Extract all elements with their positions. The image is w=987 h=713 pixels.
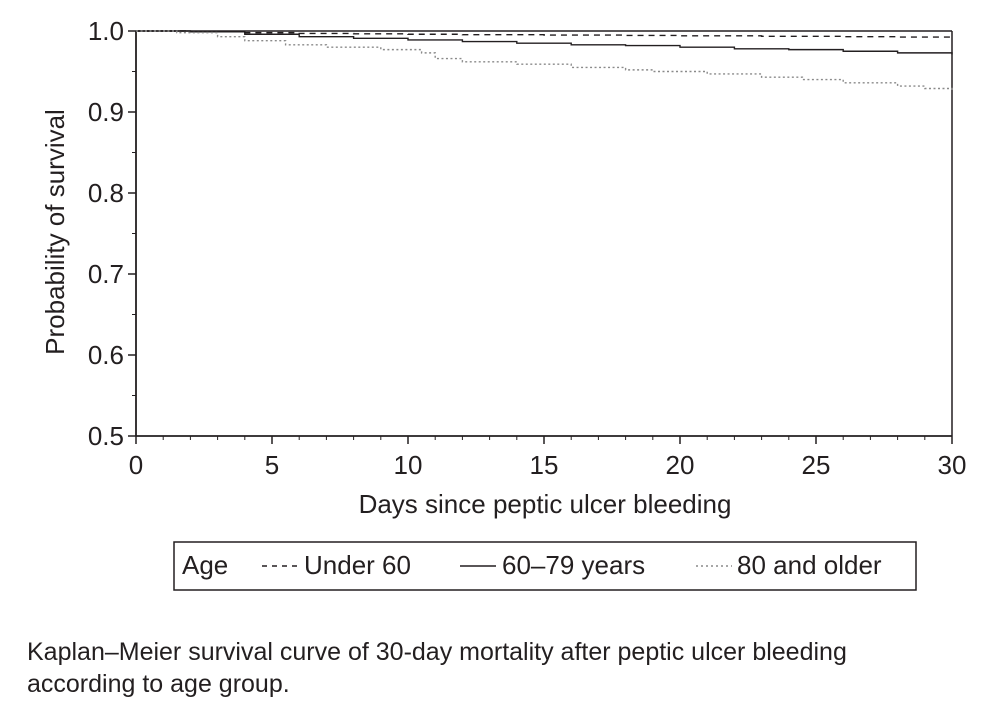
x-tick-label: 25 xyxy=(802,450,831,480)
plot-frame xyxy=(135,30,953,437)
y-tick-label: 0.6 xyxy=(88,340,124,370)
series-under-60-line xyxy=(136,30,953,38)
legend-label-80-older: 80 and older xyxy=(737,550,882,580)
y-tick-label: 1.0 xyxy=(88,16,124,46)
x-tick-label: 30 xyxy=(938,450,967,480)
series-60-79-line xyxy=(136,30,953,55)
series-80-older-line xyxy=(136,30,953,92)
x-tick-label: 0 xyxy=(129,450,143,480)
x-tick-label: 20 xyxy=(666,450,695,480)
x-tick-label: 5 xyxy=(265,450,279,480)
series-layer xyxy=(136,30,953,92)
legend-label-under-60: Under 60 xyxy=(304,550,411,580)
legend: Age Under 60 60–79 years 80 and older xyxy=(173,541,917,591)
y-axis-title: Probability of survival xyxy=(40,109,70,355)
y-tick-label: 0.9 xyxy=(88,97,124,127)
legend-border xyxy=(173,541,917,591)
survival-chart: 0 5 10 15 20 25 30 0.5 0.6 0.7 0.8 0.9 1.0 Days sin… xyxy=(40,16,967,591)
y-tick-label: 0.8 xyxy=(88,178,124,208)
legend-title: Age xyxy=(182,550,228,580)
y-axis: 0.5 0.6 0.7 0.8 0.9 1.0 xyxy=(88,16,136,451)
figure-caption: Kaplan–Meier survival curve of 30-day mo… xyxy=(27,638,847,698)
x-axis-title: Days since peptic ulcer bleeding xyxy=(359,489,732,519)
x-tick-label: 15 xyxy=(530,450,559,480)
y-tick-label: 0.5 xyxy=(88,421,124,451)
x-axis: 0 5 10 15 20 25 30 xyxy=(129,436,967,480)
survival-figure: 0 5 10 15 20 25 30 0.5 0.6 0.7 0.8 0.9 1.0 Days sin… xyxy=(40,16,967,591)
x-tick-label: 10 xyxy=(394,450,423,480)
legend-label-60-79: 60–79 years xyxy=(502,550,645,580)
y-tick-label: 0.7 xyxy=(88,259,124,289)
